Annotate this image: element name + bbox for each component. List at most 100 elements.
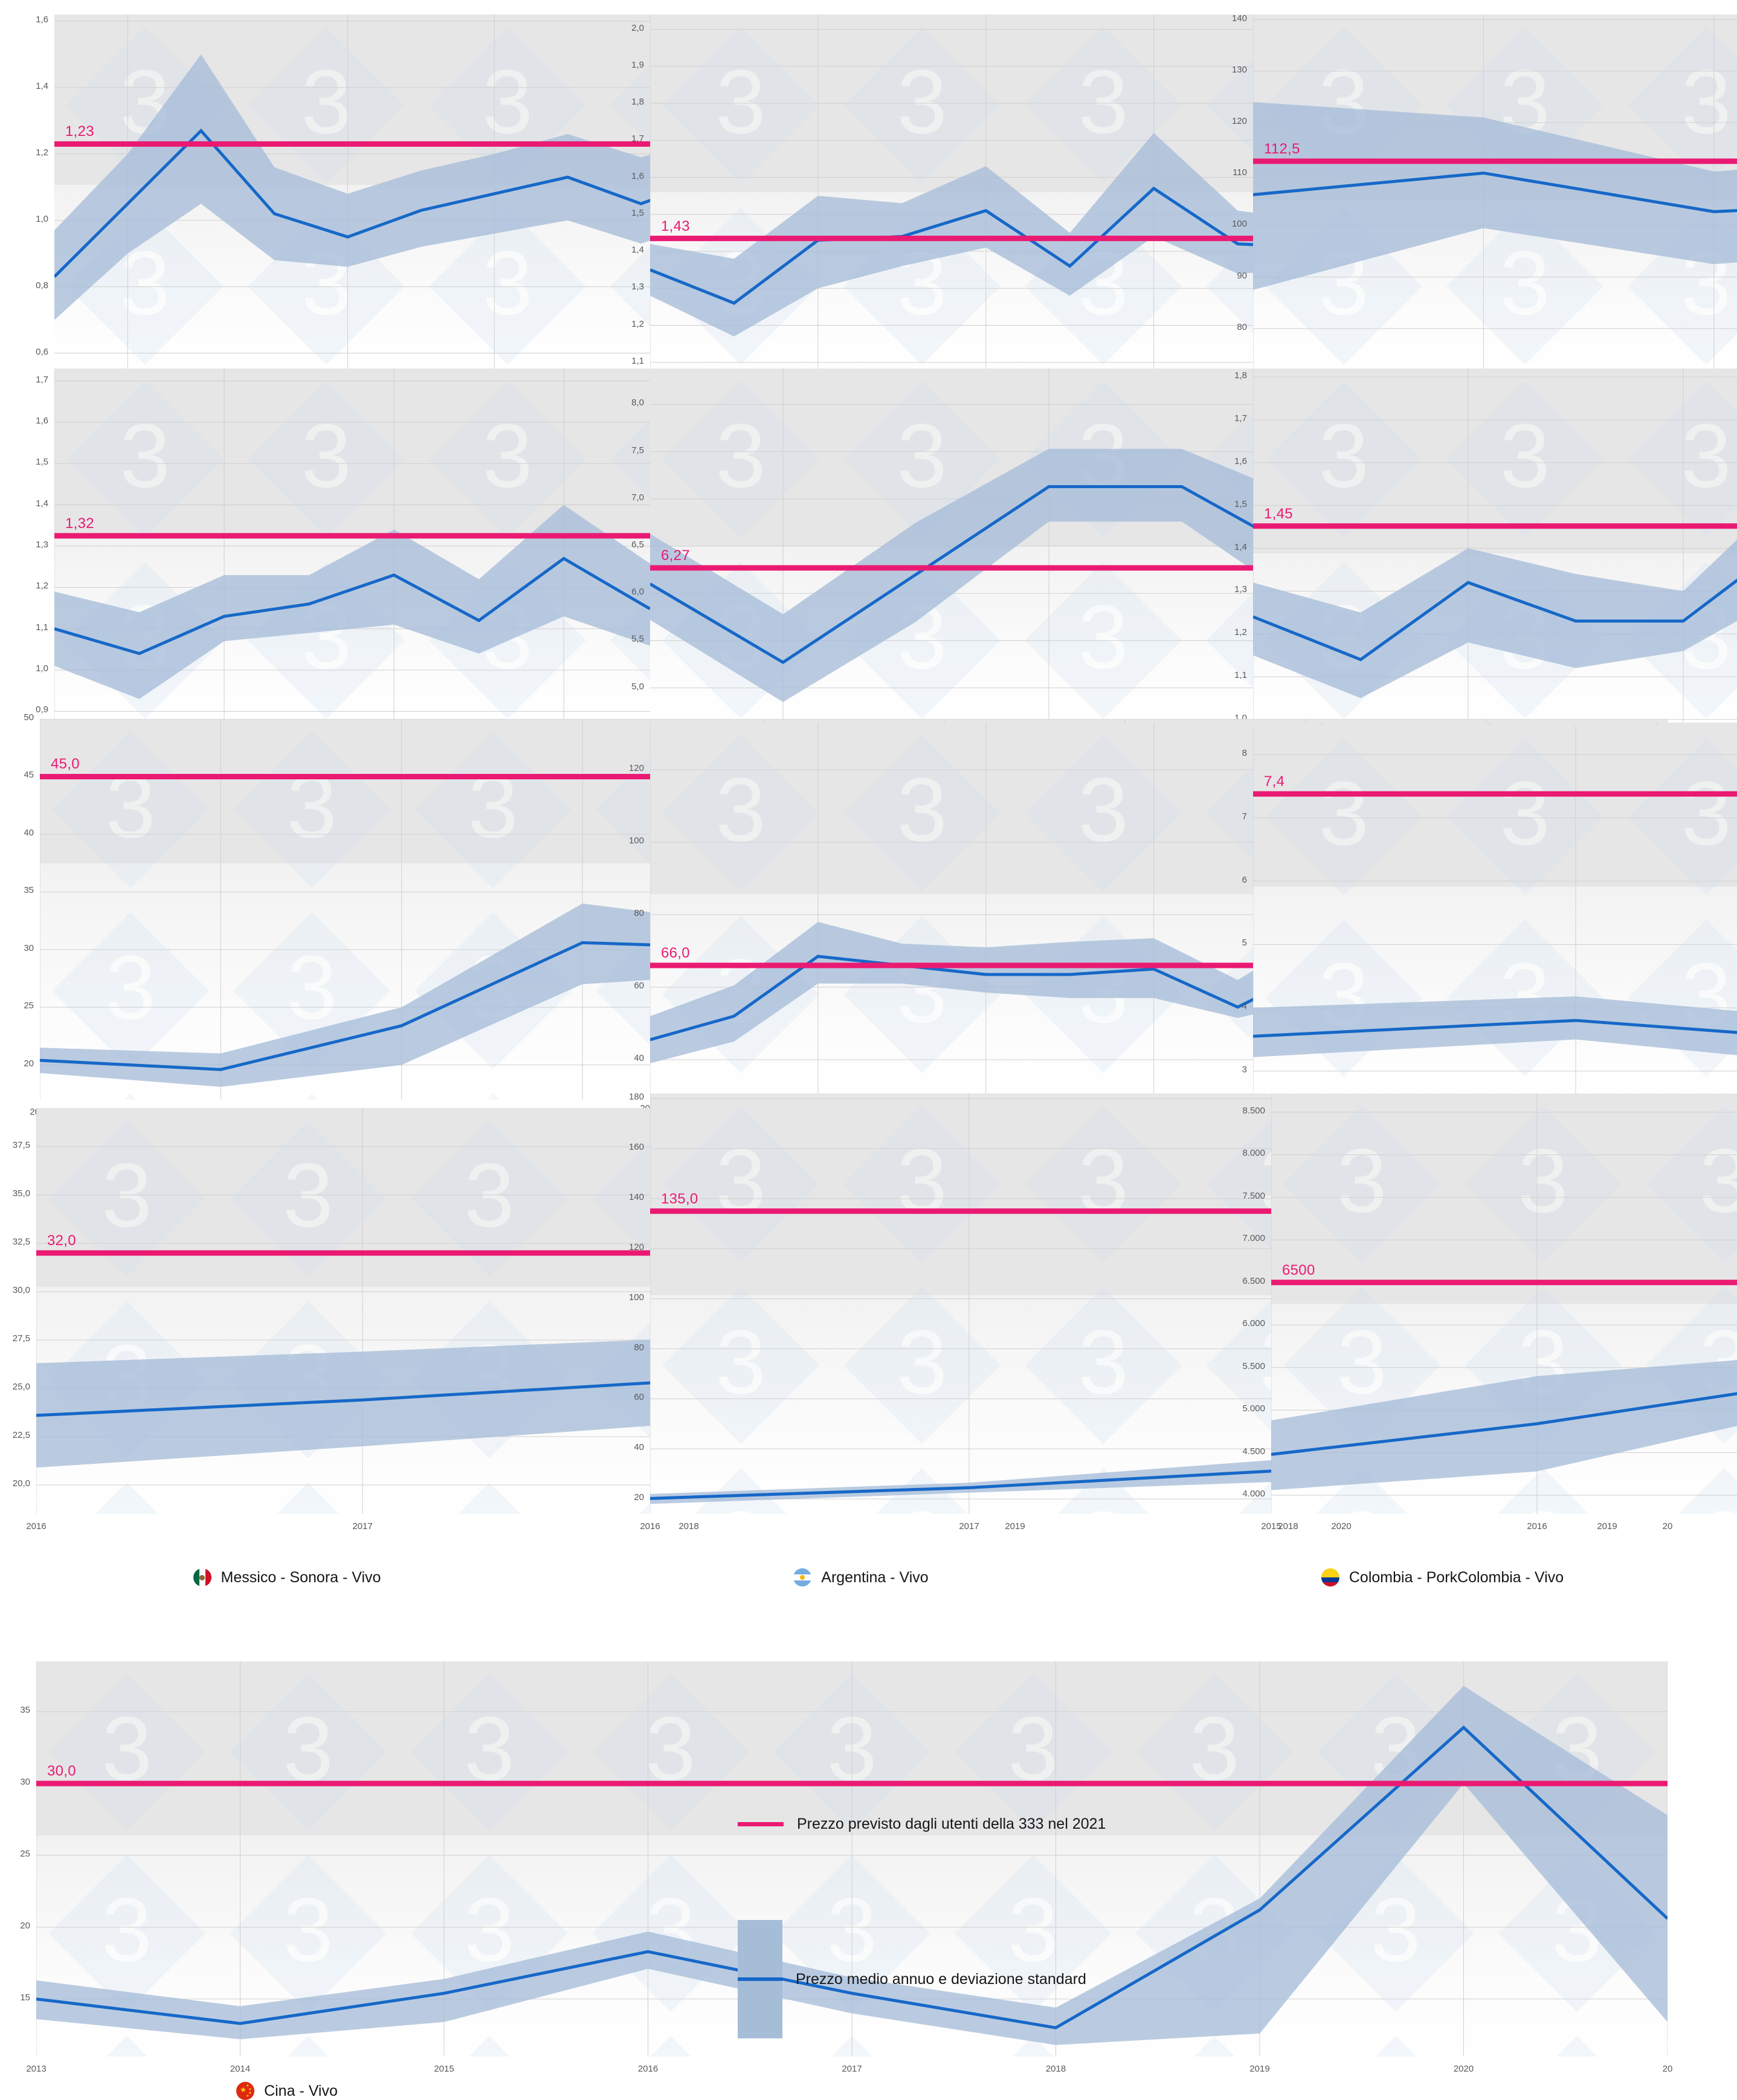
colombia-flag-icon: [1321, 1568, 1339, 1586]
forecast-value-label: 66,0: [661, 945, 690, 961]
chart-card-ucraina: 3202530354045502012201320142015201620172…: [0, 701, 1672, 1176]
chart-title: Argentina - Vivo: [821, 1568, 929, 1586]
plot-svg: 3: [1271, 1093, 1737, 1514]
y-axis-tick-label: 1,4: [36, 80, 48, 91]
chart-card-polonia: 35,05,56,06,57,07,58,0201020122014201620…: [574, 350, 1737, 789]
chart-card-messico: 320,022,525,027,530,032,535,037,52016201…: [0, 1075, 1672, 1586]
y-axis-tick-label: 7.000: [1242, 1233, 1265, 1244]
forecast-value-label: 6,27: [661, 547, 690, 564]
y-axis-tick-label: 1,3: [36, 539, 48, 550]
y-axis-tick-label: 60: [634, 1392, 644, 1403]
legend-band-label: Prezzo medio annuo e deviazione standard: [796, 1970, 1086, 1988]
x-axis-tick-label: 2017: [352, 1521, 373, 1532]
y-axis-tick-label: 25: [24, 1000, 34, 1011]
y-axis-tick-label: 1,5: [1234, 498, 1247, 509]
y-axis-tick-label: 25,0: [12, 1382, 30, 1392]
mexico-flag-icon: [193, 1568, 211, 1586]
chart-card-colombia: 3 4.000 4.500 5.000 5.500 6.000 6.500 7.000 7.50…: [1148, 1075, 1737, 1586]
grid-cell: [1148, 1462, 1737, 1607]
grid-cell: 3 15 20 25 30 35 2013 2014 2015 2016 2017 2018 2019 2…: [0, 1607, 1672, 2100]
mean-price-line: [1253, 578, 1737, 662]
x-axis-tick-label: 2020: [1331, 1521, 1352, 1532]
forecast-value-label: 112,5: [1264, 140, 1300, 157]
x-axis-tick-label: 2015: [434, 2064, 454, 2074]
y-axis-tick-label: 0,9: [36, 704, 48, 715]
grid-cell: 30,60,81,01,21,41,6200020032005200820102…: [0, 0, 1668, 431]
y-axis-tick-label: 30,0: [12, 1285, 30, 1295]
y-axis-tick-label: 120: [628, 763, 644, 773]
grid-cell: 3202530354045502012201320142015201620172…: [0, 701, 1672, 1176]
y-axis-tick-label: 37,5: [12, 1140, 30, 1150]
grid-cell: 320,022,525,027,530,032,535,037,52016201…: [0, 1075, 1672, 1586]
y-axis-tick-label: 35,0: [12, 1188, 30, 1199]
grid-cell: 3 20 40 60 80 100 120 140 160 180 2016 2017 2018 2019…: [574, 1075, 1737, 1586]
y-axis-tick-label: 100: [628, 1292, 644, 1303]
chart-title: Colombia - PorkColombia - Vivo: [1349, 1568, 1564, 1586]
std-deviation-band: [1253, 996, 1737, 1057]
y-axis-tick-label: 1,7: [1234, 413, 1247, 424]
chart-card-russia: 3809010011012013014020142015201620172018…: [1148, 0, 1737, 431]
y-axis-tick-label: 1,6: [36, 415, 48, 426]
chart-card-argentina: 3 20 40 60 80 100 120 140 160 180 2016 2017 2018 2019…: [574, 1075, 1737, 1586]
y-axis-tick-label: 180: [628, 1092, 644, 1103]
y-axis-tick-label: 25: [20, 1849, 30, 1860]
y-axis-tick-label: 1,0: [36, 663, 48, 674]
y-axis-tick-label: 1,2: [631, 318, 644, 329]
y-axis-tick-label: 40: [634, 1442, 644, 1453]
grid-cell: 31,11,21,31,41,51,61,71,81,92,0200220042…: [574, 0, 1737, 431]
plot-svg: 3: [1253, 369, 1737, 724]
plot-area: 3: [36, 1661, 1668, 2057]
mean-price-line: [1253, 171, 1737, 213]
y-axis-tick-label: 7: [1242, 811, 1247, 822]
forecast-value-label: 135,0: [661, 1190, 698, 1207]
y-axis-tick-label: 1,6: [36, 14, 48, 25]
y-axis-tick-label: 1,6: [631, 170, 644, 181]
y-axis-tick-label: 6.500: [1242, 1275, 1265, 1286]
legend-forecast-entry: Prezzo previsto dagli utenti della 333 n…: [738, 1815, 1106, 1833]
y-axis-tick-label: 3: [1242, 1064, 1247, 1075]
grid-cell: 3406080100120200220042006200820102012201…: [574, 701, 1737, 1176]
chart-title: Messico - Sonora - Vivo: [221, 1568, 381, 1586]
y-axis-tick-label: 1,4: [36, 498, 48, 509]
y-axis-tick-label: 4.000: [1242, 1489, 1265, 1499]
y-axis-tick-label: 6.000: [1242, 1318, 1265, 1329]
y-axis-tick-label: 1,9: [631, 59, 644, 70]
y-axis-tick-label: 1,1: [1234, 670, 1247, 681]
y-axis-tick-label: 40: [634, 1053, 644, 1063]
forecast-value-label: 1,43: [661, 217, 690, 234]
y-axis-tick-label: 1,2: [36, 581, 48, 591]
chart-card-brasile: 334567820162017201820192020207,4Brasile …: [1148, 701, 1737, 1176]
chart-caption: ★ ★ ★ ★ ★ Cina - Vivo: [0, 2082, 574, 2100]
grid-cell: 31,01,11,21,31,41,51,61,71,8200620082010…: [1148, 350, 1737, 789]
std-deviation-band: [1271, 1360, 1737, 1490]
plot-area: 3: [1253, 726, 1737, 1100]
y-axis-tick-label: 80: [634, 1342, 644, 1353]
y-axis-tick-label: 1,2: [36, 147, 48, 158]
plot-svg: 3: [1253, 14, 1737, 370]
y-axis-tick-label: 6: [1242, 874, 1247, 885]
y-axis-tick-label: 1,1: [36, 622, 48, 633]
y-axis-tick-label: 45: [24, 770, 34, 781]
plot-area: 3: [1253, 14, 1737, 370]
x-axis-tick-label: 2019: [1249, 2064, 1270, 2074]
y-axis-tick-label: 1,4: [631, 245, 644, 255]
forecast-value-label: 45,0: [51, 756, 80, 773]
x-axis-tick-label: 2015: [1261, 1521, 1281, 1532]
std-deviation-band: [1253, 101, 1737, 290]
y-axis-tick-label: 35: [20, 1705, 30, 1716]
mean-price-line: [1271, 1392, 1737, 1456]
x-axis-tick-label: 2018: [678, 1521, 699, 1532]
y-axis-tick-label: 5,5: [631, 634, 644, 645]
grid-cell: 334567820162017201820192020207,4Brasile …: [1148, 701, 1737, 1176]
y-axis-tick-label: 8.000: [1242, 1148, 1265, 1159]
legend-band-entry: Prezzo medio annuo e deviazione standard: [738, 1920, 1086, 2038]
x-axis-tick-label: 2017: [842, 2064, 862, 2074]
x-axis-tick-label: 20: [1662, 1521, 1673, 1532]
y-axis-tick-label: 0,8: [36, 280, 48, 291]
std-deviation-band: [1253, 539, 1737, 698]
forecast-value-label: 1,32: [65, 515, 94, 532]
y-axis-tick-label: 2,0: [631, 22, 644, 33]
y-axis-tick-label: 5.500: [1242, 1361, 1265, 1371]
y-axis-tick-label: 1,1: [631, 355, 644, 366]
y-axis-tick-label: 1,7: [631, 134, 644, 144]
